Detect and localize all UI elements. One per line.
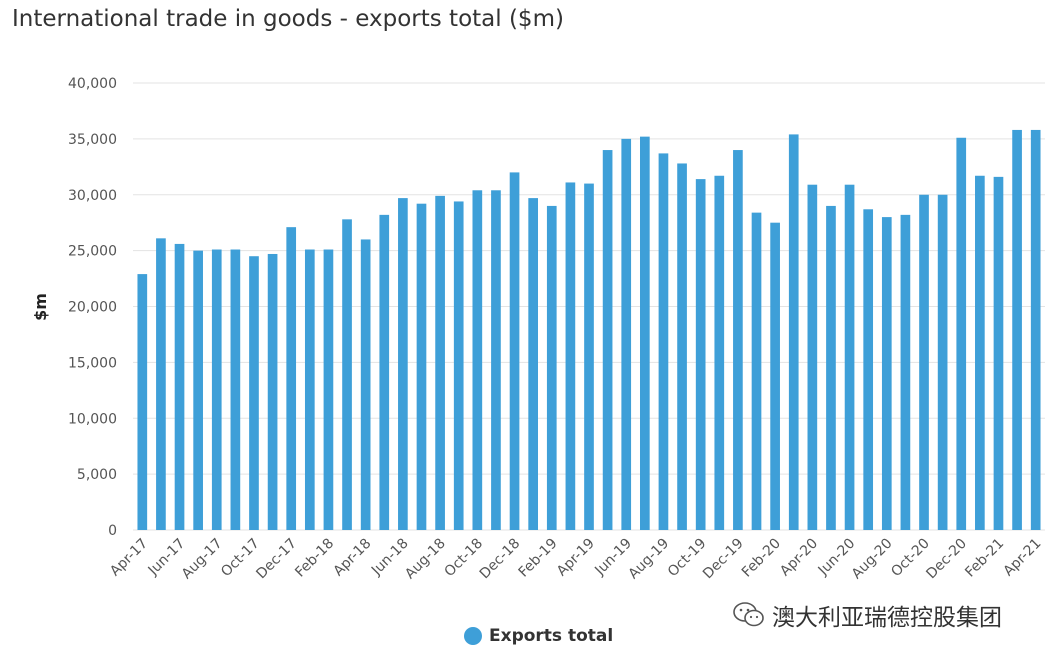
bar <box>844 184 855 530</box>
watermark-text: 澳大利亚瑞德控股集团 <box>772 605 1002 631</box>
y-tick-label: 25,000 <box>68 244 117 260</box>
bar <box>639 136 650 530</box>
bar <box>491 190 501 530</box>
y-tick-label: 15,000 <box>68 355 117 371</box>
bar <box>770 222 780 530</box>
bar <box>937 194 948 530</box>
bar <box>584 183 594 530</box>
bar <box>1030 129 1041 530</box>
bar <box>881 217 892 530</box>
bar <box>1012 129 1022 530</box>
bar <box>733 150 743 531</box>
x-tick-label: Aug-18 <box>402 536 449 583</box>
bar <box>602 150 613 531</box>
x-tick-label: Dec-20 <box>923 536 970 583</box>
bar <box>919 194 929 530</box>
x-tick-label: Apr-21 <box>1001 536 1045 580</box>
bar <box>360 239 371 530</box>
y-tick-label: 35,000 <box>68 132 117 148</box>
bar <box>528 198 539 531</box>
bar <box>788 134 799 530</box>
bar <box>993 176 1004 530</box>
y-tick-label: 20,000 <box>68 300 117 316</box>
bar <box>435 195 445 530</box>
x-tick-label: Aug-19 <box>625 536 672 583</box>
bar <box>137 274 148 530</box>
bar <box>677 163 687 530</box>
chart-title: International trade in goods - exports t… <box>12 6 564 32</box>
x-tick-label: Apr-18 <box>330 536 374 580</box>
bar <box>900 214 911 531</box>
x-tick-label: Feb-19 <box>516 536 561 581</box>
bar <box>751 212 762 530</box>
x-tick-label: Feb-18 <box>292 536 337 581</box>
x-tick-label: Aug-20 <box>849 536 896 583</box>
bar <box>863 209 874 530</box>
x-tick-label: Dec-19 <box>700 536 747 583</box>
bar <box>695 179 706 531</box>
bar <box>509 172 520 530</box>
x-axis-ticks: Apr-17Jun-17Aug-17Oct-17Dec-17Feb-18Apr-… <box>107 536 1044 583</box>
bar <box>546 205 557 531</box>
bar <box>174 243 185 531</box>
x-tick-label: Apr-20 <box>777 536 821 580</box>
bar <box>416 203 427 530</box>
x-tick-label: Dec-18 <box>477 536 524 583</box>
legend-label: Exports total <box>489 626 614 646</box>
bar <box>379 214 390 531</box>
bar <box>472 190 483 530</box>
bar <box>304 249 315 530</box>
bar <box>807 184 818 530</box>
wechat-icon <box>733 602 764 627</box>
legend[interactable]: Exports total <box>464 626 613 646</box>
bar <box>826 205 836 531</box>
x-tick-label: Dec-17 <box>253 536 300 583</box>
bar <box>323 249 334 530</box>
bar <box>975 175 985 530</box>
watermark: 澳大利亚瑞德控股集团 <box>732 598 1002 632</box>
bar <box>211 249 222 530</box>
x-tick-label: Apr-19 <box>554 536 598 580</box>
bar <box>621 138 632 530</box>
x-tick-label: Feb-20 <box>739 536 784 581</box>
bar <box>156 238 166 530</box>
y-axis-ticks: 0 5,000 10,000 15,000 20,000 25,000 30,000 35,0… <box>68 76 117 539</box>
bar <box>956 137 967 530</box>
y-axis-label: $m <box>31 293 50 321</box>
bars <box>137 129 1041 531</box>
bar <box>249 256 259 530</box>
y-tick-label: 5,000 <box>77 467 117 483</box>
bar <box>286 227 297 530</box>
legend-swatch <box>464 627 482 645</box>
x-tick-label: Feb-21 <box>962 536 1007 581</box>
bar <box>267 253 278 531</box>
x-tick-label: Apr-17 <box>107 536 151 580</box>
y-tick-label: 0 <box>108 523 117 539</box>
bar <box>193 250 203 530</box>
y-tick-label: 30,000 <box>68 188 117 204</box>
bar <box>230 249 241 530</box>
y-tick-label: 40,000 <box>68 76 117 92</box>
bar <box>342 219 352 530</box>
bar <box>398 198 408 531</box>
bar <box>714 175 725 530</box>
bar <box>453 201 464 530</box>
bar <box>658 153 669 530</box>
y-tick-label: 10,000 <box>68 411 117 427</box>
x-tick-label: Aug-17 <box>179 536 226 583</box>
bar <box>565 182 576 530</box>
